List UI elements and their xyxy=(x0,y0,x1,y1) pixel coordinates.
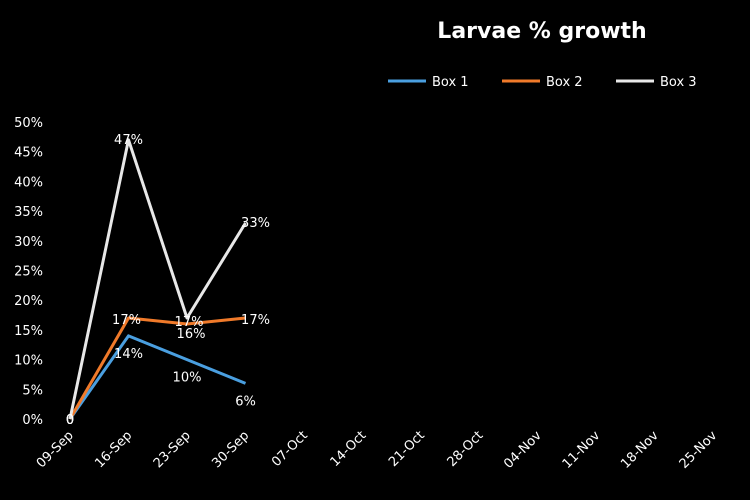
data-label: 0 xyxy=(66,413,74,428)
x-tick-label: 30-Sep xyxy=(209,428,252,471)
legend-label: Box 2 xyxy=(546,75,583,90)
y-tick-label: 50% xyxy=(14,116,43,131)
data-label: 47% xyxy=(114,133,143,148)
legend-item-box-1: Box 1 xyxy=(388,75,469,90)
y-tick-label: 10% xyxy=(14,354,43,369)
data-label: 6% xyxy=(235,394,256,409)
legend-item-box-2: Box 2 xyxy=(502,75,583,90)
y-tick-label: 30% xyxy=(14,235,43,250)
x-tick-label: 07-Oct xyxy=(269,428,311,470)
series-line-box-3 xyxy=(68,138,247,420)
data-labels: 014%10%6%017%16%17%047%17%33% xyxy=(66,133,270,428)
x-tick-label: 23-Sep xyxy=(151,428,194,471)
data-label: 17% xyxy=(112,313,141,328)
y-tick-label: 20% xyxy=(14,294,43,309)
x-tick-label: 14-Oct xyxy=(328,428,370,470)
data-label: 0 xyxy=(66,413,74,428)
legend-label: Box 3 xyxy=(660,75,697,90)
x-tick-label: 18-Nov xyxy=(618,428,662,472)
data-label: 0 xyxy=(66,413,74,428)
data-label: 33% xyxy=(241,216,270,231)
legend-label: Box 1 xyxy=(432,75,469,90)
series-line-box-2 xyxy=(68,316,246,420)
y-axis: 0% 5% 10% 15% 20% 25% 30% 35% 40% 45% 50% xyxy=(14,116,43,428)
y-tick-label: 40% xyxy=(14,175,43,190)
y-tick-label: 0% xyxy=(22,413,43,428)
data-label: 17% xyxy=(175,315,204,330)
legend-item-box-3: Box 3 xyxy=(616,75,697,90)
data-label: 17% xyxy=(241,313,270,328)
legend: Box 1 Box 2 Box 3 xyxy=(388,75,697,90)
x-tick-label: 04-Nov xyxy=(501,428,545,472)
series-line-box-1 xyxy=(68,334,247,420)
x-tick-label: 16-Sep xyxy=(92,428,135,471)
y-tick-label: 35% xyxy=(14,205,43,220)
y-tick-label: 15% xyxy=(14,324,43,339)
x-tick-label: 25-Nov xyxy=(677,428,721,472)
data-label: 10% xyxy=(173,371,202,386)
x-tick-label: 28-Oct xyxy=(445,428,487,470)
x-tick-label: 09-Sep xyxy=(34,428,77,471)
y-tick-label: 25% xyxy=(14,265,43,280)
series-lines xyxy=(68,138,247,420)
x-tick-label: 11-Nov xyxy=(560,428,604,472)
x-axis: 09-Sep 16-Sep 23-Sep 30-Sep 07-Oct 14-Oct 21-O… xyxy=(34,428,721,472)
x-tick-label: 21-Oct xyxy=(386,428,428,470)
data-label: 14% xyxy=(114,347,143,362)
chart-title: Larvae % growth xyxy=(437,19,646,44)
y-tick-label: 45% xyxy=(14,146,43,161)
data-label: 16% xyxy=(177,327,206,342)
y-tick-label: 5% xyxy=(22,383,43,398)
